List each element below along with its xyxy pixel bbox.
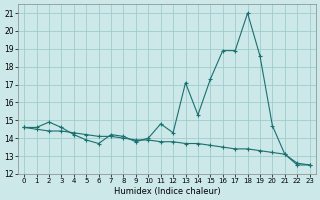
X-axis label: Humidex (Indice chaleur): Humidex (Indice chaleur) bbox=[114, 187, 220, 196]
